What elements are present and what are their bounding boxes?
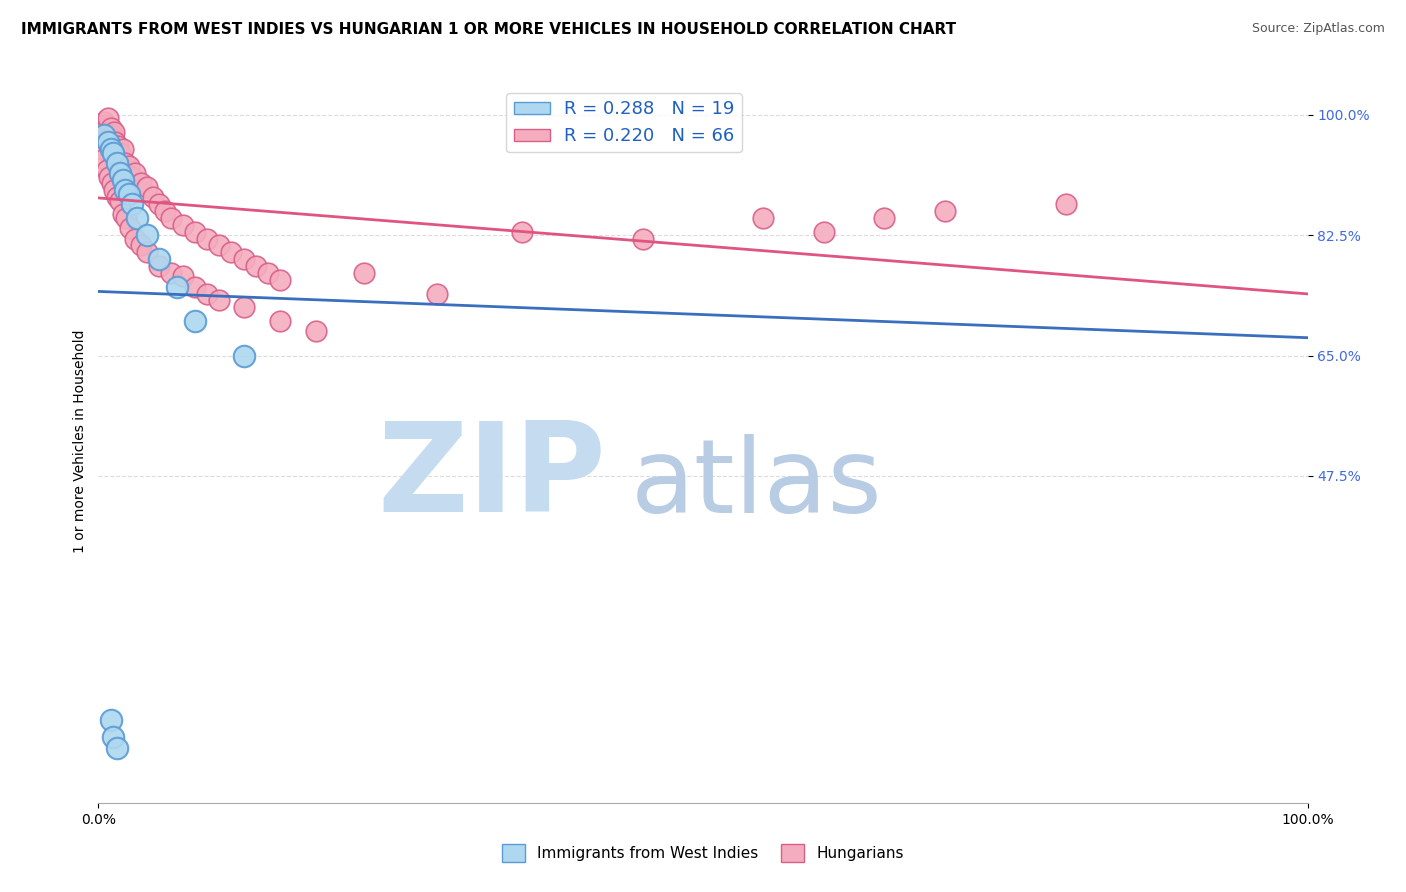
Point <box>1054 197 1077 211</box>
Point <box>93 153 115 167</box>
Point <box>104 135 127 149</box>
Point <box>118 221 141 235</box>
Point <box>91 142 114 156</box>
Legend: Immigrants from West Indies, Hungarians: Immigrants from West Indies, Hungarians <box>496 838 910 868</box>
Point <box>195 231 218 245</box>
Point <box>148 197 170 211</box>
Point <box>135 180 157 194</box>
Point <box>111 207 134 221</box>
Point <box>124 166 146 180</box>
Point <box>269 314 291 328</box>
Point <box>232 252 254 267</box>
Point <box>93 128 115 143</box>
Point <box>142 190 165 204</box>
Point <box>108 145 131 160</box>
Point <box>108 194 131 208</box>
Point <box>105 740 128 755</box>
Point <box>160 211 183 225</box>
Point <box>129 238 152 252</box>
Point <box>124 231 146 245</box>
Point <box>135 245 157 260</box>
Point <box>172 218 194 232</box>
Text: IMMIGRANTS FROM WEST INDIES VS HUNGARIAN 1 OR MORE VEHICLES IN HOUSEHOLD CORRELA: IMMIGRANTS FROM WEST INDIES VS HUNGARIAN… <box>21 22 956 37</box>
Point <box>184 314 207 328</box>
Point <box>166 279 188 293</box>
Point <box>100 121 122 136</box>
Point <box>101 731 124 745</box>
Point <box>245 259 267 273</box>
Point <box>160 266 183 280</box>
Point <box>184 279 207 293</box>
Point <box>93 114 115 128</box>
Point <box>121 169 143 184</box>
Point <box>232 301 254 315</box>
Point <box>934 204 956 219</box>
Point <box>98 169 121 184</box>
Point <box>100 128 122 143</box>
Point <box>305 325 328 339</box>
Point <box>111 173 134 187</box>
Point <box>114 156 136 170</box>
Legend: R = 0.288   N = 19, R = 0.220   N = 66: R = 0.288 N = 19, R = 0.220 N = 66 <box>506 93 742 153</box>
Point <box>97 135 120 149</box>
Point <box>208 293 231 308</box>
Point <box>873 211 896 225</box>
Y-axis label: 1 or more Vehicles in Household: 1 or more Vehicles in Household <box>73 330 87 553</box>
Point <box>105 190 128 204</box>
Point <box>100 713 122 727</box>
Point <box>91 121 114 136</box>
Point <box>101 145 124 160</box>
Point <box>127 211 149 225</box>
Text: Source: ZipAtlas.com: Source: ZipAtlas.com <box>1251 22 1385 36</box>
Point <box>813 225 835 239</box>
Point <box>103 125 125 139</box>
Point <box>105 156 128 170</box>
Point <box>752 211 775 225</box>
Point <box>94 118 117 132</box>
Point <box>195 286 218 301</box>
Point <box>96 162 118 177</box>
Text: atlas: atlas <box>630 434 882 535</box>
Point <box>631 231 654 245</box>
Point <box>426 286 449 301</box>
Point <box>121 197 143 211</box>
Point <box>148 252 170 267</box>
Point <box>153 204 176 219</box>
Point <box>172 269 194 284</box>
Point <box>232 349 254 363</box>
Point <box>129 177 152 191</box>
Point <box>184 225 207 239</box>
Point <box>256 266 278 280</box>
Point <box>118 159 141 173</box>
Point <box>135 228 157 243</box>
Point <box>101 132 124 146</box>
Point <box>98 125 121 139</box>
Point <box>118 186 141 201</box>
Point <box>221 245 243 260</box>
Point <box>208 238 231 252</box>
Point <box>96 121 118 136</box>
Point <box>510 225 533 239</box>
Point <box>103 183 125 197</box>
Point <box>148 259 170 273</box>
Point <box>108 166 131 180</box>
Point <box>97 111 120 125</box>
Point <box>107 138 129 153</box>
Point <box>111 142 134 156</box>
Point <box>114 183 136 197</box>
Point <box>353 266 375 280</box>
Point <box>115 211 138 225</box>
Point <box>269 273 291 287</box>
Point <box>100 142 122 156</box>
Point <box>91 128 114 143</box>
Text: ZIP: ZIP <box>378 417 606 538</box>
Point <box>100 177 122 191</box>
